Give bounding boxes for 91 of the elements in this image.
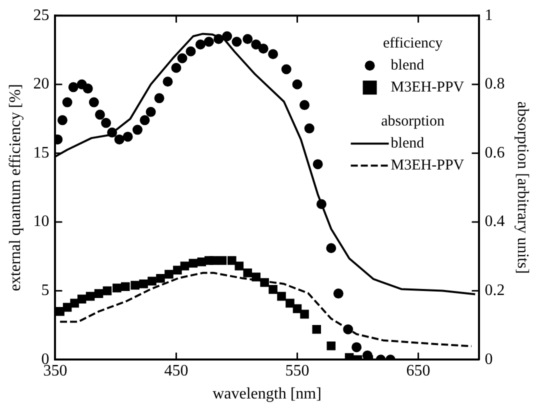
legend-label: blend: [390, 136, 425, 152]
point: [171, 62, 182, 73]
legend-label: M3EH-PPV: [390, 158, 464, 174]
point: [121, 282, 130, 292]
point: [62, 97, 72, 108]
point: [316, 199, 326, 210]
point: [173, 266, 182, 275]
point: [101, 118, 112, 128]
point: [343, 324, 354, 334]
y-tick-label: 20: [33, 76, 50, 93]
point: [218, 256, 227, 265]
y-axis-title: external quantum efficiency [%]: [6, 84, 24, 292]
point: [228, 256, 236, 265]
point: [222, 31, 232, 42]
point: [122, 132, 133, 142]
point: [57, 115, 68, 126]
point: [188, 258, 198, 268]
y2-tick-label: 1: [484, 6, 493, 24]
point: [277, 292, 286, 301]
point: [362, 350, 372, 360]
x-tick-label: 650: [406, 362, 430, 380]
legend-label: blend: [390, 58, 425, 74]
point: [214, 34, 224, 44]
point: [326, 243, 336, 254]
point: [234, 262, 244, 270]
point: [56, 307, 64, 316]
point: [268, 49, 278, 60]
legend-label: M3EH-PPV: [390, 80, 464, 96]
point: [114, 134, 124, 144]
point: [242, 34, 253, 44]
point: [243, 268, 252, 278]
point: [204, 36, 214, 47]
point: [209, 256, 218, 265]
point: [286, 298, 294, 308]
point: [68, 82, 78, 92]
point: [88, 97, 99, 108]
y-tick-label: 5: [41, 282, 50, 300]
point: [333, 288, 344, 299]
point: [326, 341, 336, 350]
x-tick-label: 550: [285, 362, 310, 380]
point: [312, 324, 322, 334]
point: [177, 53, 188, 64]
y-tick-label: 25: [33, 6, 50, 24]
point: [112, 284, 122, 292]
annotation: absorption: [381, 114, 445, 130]
y2-axis-title: absorption [arbitrary units]: [514, 101, 532, 274]
point: [139, 280, 148, 288]
y-tick-label: 10: [33, 213, 50, 230]
point: [82, 84, 93, 94]
point: [162, 76, 173, 87]
point: [352, 342, 362, 352]
y2-tick-label: 0.4: [484, 213, 505, 230]
point: [252, 272, 260, 282]
point: [260, 278, 269, 287]
y2-tick-label: 0: [484, 350, 493, 368]
point: [148, 276, 156, 286]
point: [164, 270, 174, 279]
point: [186, 46, 196, 56]
point: [94, 110, 105, 120]
point: [86, 292, 95, 301]
point: [180, 262, 190, 270]
point: [77, 294, 86, 304]
point: [140, 115, 150, 126]
point: [102, 286, 112, 296]
point: [312, 159, 323, 170]
point: [268, 285, 278, 294]
point: [258, 44, 268, 54]
point: [107, 128, 118, 138]
point: [292, 79, 302, 90]
point: [70, 298, 79, 308]
y-tick-label: 15: [33, 144, 50, 162]
x-axis-title: wavelength [nm]: [212, 386, 322, 403]
annotation: efficiency: [382, 36, 444, 52]
point: [304, 123, 314, 134]
point: [232, 36, 242, 47]
point: [300, 310, 309, 319]
point: [94, 289, 104, 298]
point: [281, 64, 292, 74]
point: [251, 39, 262, 50]
y2-tick-label: 0.8: [484, 76, 505, 93]
point: [300, 100, 310, 110]
y2-tick-label: 0.6: [484, 144, 505, 162]
point: [154, 93, 164, 104]
x-tick-label: 450: [164, 362, 188, 380]
point: [130, 280, 140, 290]
point: [156, 274, 165, 283]
point: [146, 106, 156, 117]
point: [132, 124, 142, 135]
point: [195, 39, 206, 50]
y2-tick-label: 0.2: [484, 282, 505, 300]
line-series: [59, 272, 473, 348]
